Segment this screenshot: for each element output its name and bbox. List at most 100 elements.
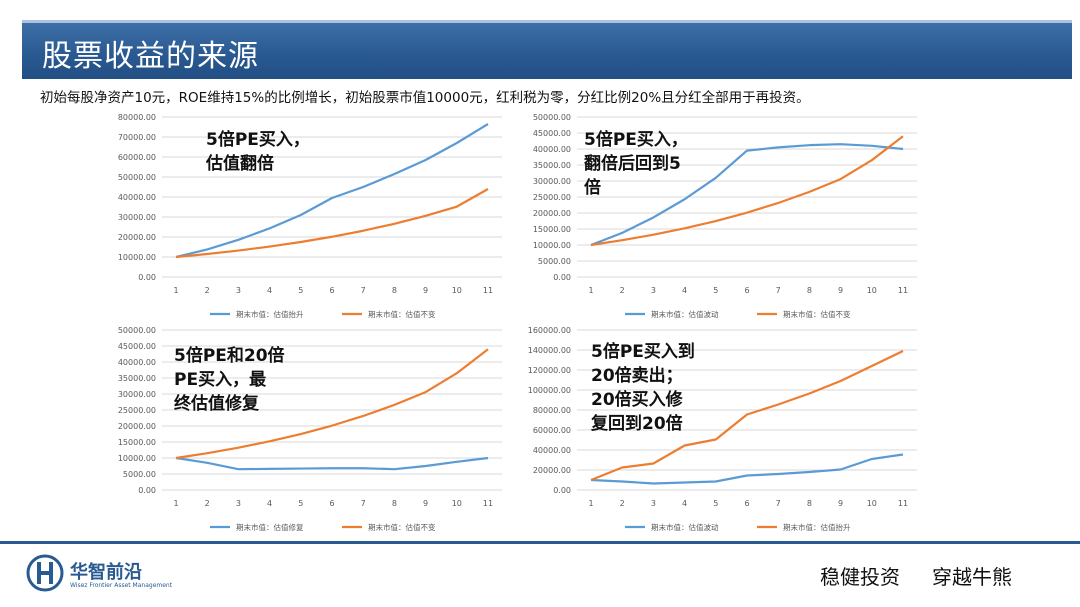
y-tick-label: 30000.00 [533,177,571,186]
x-tick-label: 7 [776,499,781,508]
series-line [175,348,489,460]
page-subtitle: 初始每股净资产10元，ROE维持15%的比例增长，初始股票市值10000元，红利… [40,90,810,106]
annotation-line: 5倍PE和20倍 [174,346,285,366]
x-tick-label: 2 [205,499,210,508]
y-tick-label: 40000.00 [533,446,571,455]
slogan-1: 稳健投资 [820,565,900,589]
legend-label: 期末市值：估值修复 [236,522,304,532]
chart-annotation: 5倍PE买入， 估值翻倍 [206,128,310,176]
y-tick-label: 40000.00 [118,358,156,367]
chart-valuation-repair: 0.005000.0010000.0015000.0020000.0025000… [118,326,502,532]
y-tick-label: 50000.00 [533,113,571,122]
footer-divider [0,541,1080,544]
series-line [175,123,489,259]
legend-label: 期末市值：估值不变 [368,309,436,319]
y-tick-label: 50000.00 [118,173,156,182]
chart-valuation-double: 0.00 10000.00 20000.00 30000.00 40000.00 5000… [118,113,502,319]
y-tick-label: 20000.00 [118,422,156,431]
legend-label: 期末市值：估值波动 [651,309,719,319]
x-tick-label: 5 [298,286,303,295]
y-tick-label: 25000.00 [533,193,571,202]
y-tick-label: 20000.00 [118,233,156,242]
y-tick-label: 0.00 [553,486,571,495]
annotation-line: 复回到20倍 [591,414,683,434]
x-tick-label: 7 [361,499,366,508]
x-tick-label: 1 [173,499,178,508]
annotation-line: 倍 [584,178,601,198]
x-tick-label: 10 [867,286,877,295]
annotation-line: 估值翻倍 [206,154,274,174]
x-tick-label: 5 [713,499,718,508]
y-tick-label: 0.00 [553,273,571,282]
x-tick-label: 10 [452,499,462,508]
y-tick-label: 40000.00 [533,145,571,154]
x-tick-label: 11 [483,286,493,295]
annotation-line: 5倍PE买入， [206,130,310,150]
y-tick-label: 10000.00 [533,241,571,250]
series-line [590,350,904,482]
y-tick-label: 10000.00 [118,454,156,463]
x-tick-label: 8 [807,286,812,295]
x-tick-label: 2 [205,286,210,295]
y-tick-label: 20000.00 [533,209,571,218]
y-tick-label: 40000.00 [118,193,156,202]
legend-label: 期末市值：估值抬升 [783,522,851,532]
y-tick-label: 20000.00 [533,466,571,475]
x-tick-label: 5 [713,286,718,295]
x-tick-label: 8 [392,286,397,295]
y-tick-label: 5000.00 [538,257,571,266]
x-tick-label: 4 [682,286,687,295]
y-tick-label: 120000.00 [528,366,571,375]
x-tick-label: 9 [838,286,843,295]
annotation-line: 翻倍后回到5 [584,154,681,174]
series-line [590,453,904,485]
y-tick-label: 35000.00 [118,374,156,383]
x-tick-label: 8 [807,499,812,508]
y-tick-label: 15000.00 [118,438,156,447]
y-tick-label: 140000.00 [528,346,571,355]
x-tick-label: 11 [898,499,908,508]
chart-annotation: 5倍PE买入， 翻倍后回到5 倍 [584,128,688,200]
title-bar: 股票收益的来源 [22,20,1072,79]
annotation-line: PE买入，最 [174,370,267,390]
x-tick-label: 1 [588,499,593,508]
x-tick-label: 3 [236,499,241,508]
x-tick-label: 1 [588,286,593,295]
x-tick-label: 6 [744,499,749,508]
x-tick-label: 9 [423,286,428,295]
x-tick-label: 7 [361,286,366,295]
x-tick-label: 6 [744,286,749,295]
y-tick-label: 45000.00 [533,129,571,138]
annotation-line: 终估值修复 [174,394,259,414]
y-tick-label: 45000.00 [118,342,156,351]
legend-label: 期末市值：估值不变 [783,309,851,319]
brand-logo-icon [26,554,64,592]
x-tick-label: 9 [838,499,843,508]
x-tick-label: 10 [452,286,462,295]
series-line [175,456,489,471]
y-tick-label: 100000.00 [528,386,571,395]
y-tick-label: 50000.00 [118,326,156,335]
legend-label: 期末市值：估值不变 [368,522,436,532]
x-tick-label: 4 [682,499,687,508]
annotation-line: 5倍PE买入， [584,130,688,150]
x-tick-label: 5 [298,499,303,508]
annotation-line: 20倍买入修 [591,390,683,410]
y-tick-label: 0.00 [138,273,156,282]
y-tick-label: 60000.00 [533,426,571,435]
series-line [175,188,489,259]
chart-annotation: 5倍PE和20倍 PE买入，最 终估值修复 [174,344,285,416]
y-tick-label: 25000.00 [118,406,156,415]
y-tick-label: 80000.00 [533,406,571,415]
y-tick-label: 0.00 [138,486,156,495]
x-tick-label: 10 [867,499,877,508]
y-tick-label: 30000.00 [118,213,156,222]
chart-valuation-return: 0.005000.0010000.0015000.0020000.0025000… [533,113,917,319]
x-tick-label: 2 [620,286,625,295]
x-tick-label: 4 [267,499,272,508]
x-tick-label: 6 [329,499,334,508]
page-title: 股票收益的来源 [42,39,259,74]
brand-name-en: Wisez Frontier Asset Management [70,582,173,589]
x-tick-label: 3 [651,286,656,295]
x-tick-label: 11 [483,499,493,508]
